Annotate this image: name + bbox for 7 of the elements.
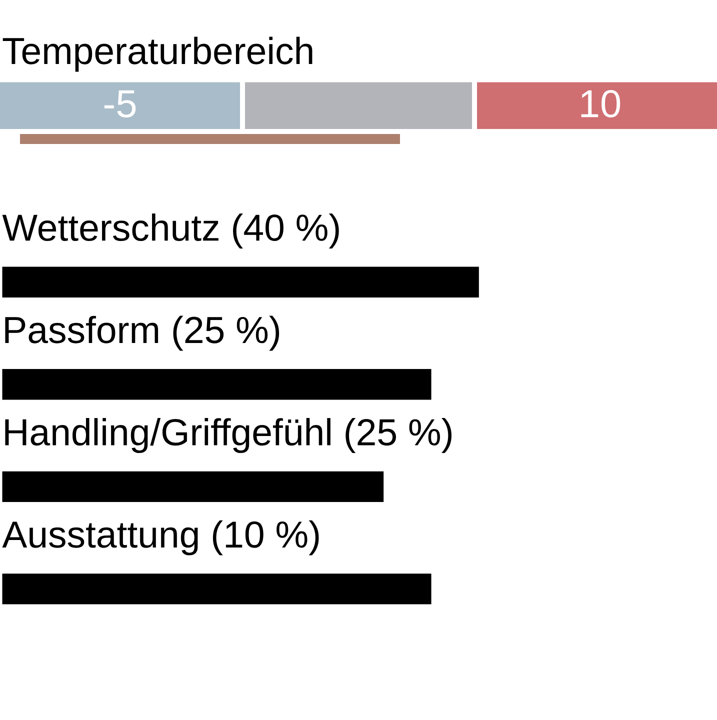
- y-tick-label: Wetterschutz (40 %): [2, 214, 339, 248]
- text: 10: [581, 90, 620, 118]
- text: -5: [104, 90, 136, 118]
- text: Temperaturbereich: [2, 36, 312, 72]
- y-tick-label: Handling/Griffgefühl (25 %): [5, 418, 452, 454]
- y-tick-label: Passform (25 %): [5, 316, 280, 351]
- y-tick-label: Ausstattung (10 %): [2, 520, 319, 556]
